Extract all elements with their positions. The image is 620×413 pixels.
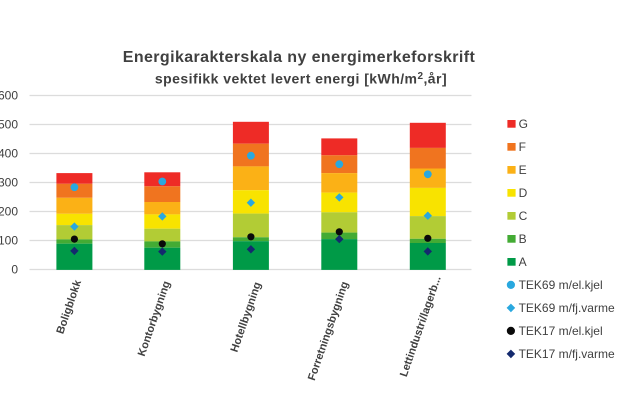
svg-text:C: C: [519, 209, 528, 223]
svg-text:0: 0: [11, 263, 18, 277]
svg-text:300: 300: [0, 176, 18, 190]
svg-text:TEK17 m/el.kjel: TEK17 m/el.kjel: [519, 324, 603, 338]
svg-text:E: E: [519, 163, 527, 177]
svg-text:TEK17 m/fj.varme: TEK17 m/fj.varme: [519, 347, 615, 361]
svg-text:TEK69 m/fj.varme: TEK69 m/fj.varme: [519, 301, 615, 315]
svg-text:100: 100: [0, 234, 18, 248]
svg-text:Energikarakterskala ny energim: Energikarakterskala ny energimerkeforskr…: [123, 49, 476, 66]
svg-text:G: G: [519, 117, 528, 131]
svg-text:A: A: [519, 255, 527, 269]
svg-text:400: 400: [0, 147, 18, 161]
svg-text:D: D: [519, 186, 528, 200]
svg-text:B: B: [519, 232, 527, 246]
svg-text:F: F: [519, 140, 526, 154]
svg-text:600: 600: [0, 89, 18, 103]
svg-text:200: 200: [0, 205, 18, 219]
svg-text:TEK69 m/el.kjel: TEK69 m/el.kjel: [519, 278, 603, 292]
svg-text:500: 500: [0, 118, 18, 132]
svg-text:spesifikk vektet levert energi: spesifikk vektet levert energi [kWh/m2,å…: [155, 70, 447, 86]
